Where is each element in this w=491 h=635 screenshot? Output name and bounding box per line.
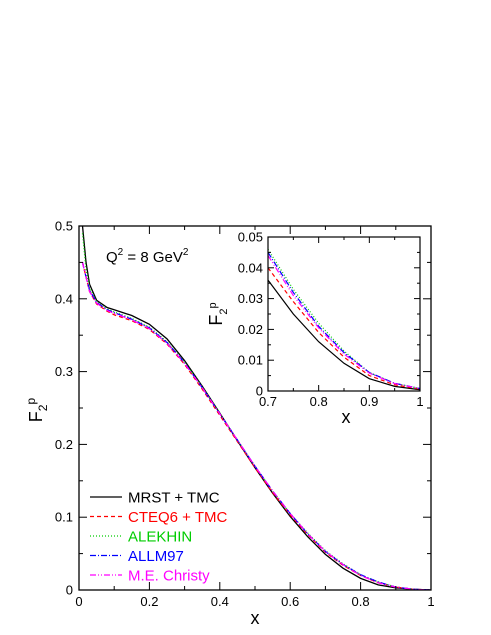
svg-text:F2p: F2p xyxy=(24,398,50,423)
main-x-tick-label: 0.6 xyxy=(281,594,299,609)
main-series-4-line xyxy=(81,262,431,590)
main-x-axis-label: x xyxy=(251,608,260,628)
main-x-tick-label: 0 xyxy=(75,594,82,609)
main-y-tick-label: 0 xyxy=(66,583,73,598)
main-y-tick-label: 0.5 xyxy=(55,219,73,234)
inset-y-axis-label: F2p xyxy=(206,302,230,325)
main-y-axis-label: F2p xyxy=(24,398,50,423)
main-x-tick-label: 0.8 xyxy=(352,594,370,609)
inset-y-tick-label: 0.01 xyxy=(238,353,263,368)
q2-annotation: Q2 = 8 GeV2 xyxy=(106,247,189,266)
inset-x-tick-label: 1 xyxy=(416,394,423,409)
svg-text:F2p: F2p xyxy=(206,302,230,325)
inset-y-tick-label: 0 xyxy=(256,384,263,399)
main-x-tick-label: 1 xyxy=(427,594,434,609)
inset-y-tick-label: 0.03 xyxy=(238,291,263,306)
main-y-tick-label: 0.3 xyxy=(55,364,73,379)
main-x-tick-label: 0.2 xyxy=(140,594,158,609)
inset-series-1-line xyxy=(268,279,420,391)
inset-y-tick-label: 0.05 xyxy=(238,230,263,245)
main-plot: 0 0.2 0.4 0.6 0.8 1 0 0.1 0.2 0.3 0.4 0.5 Q2 = 8 Ge… xyxy=(24,219,435,629)
inset-x-axis-label: x xyxy=(342,407,351,427)
main-series-3-line xyxy=(81,233,431,590)
legend-label: MRST + TMC xyxy=(128,490,220,507)
inset-axis-ticks: 0.7 0.8 0.9 1 0 0.01 0.02 0.03 0.04 0.05 xyxy=(238,230,424,410)
legend: MRST + TMC CTEQ6 + TMC ALEKHIN ALLM97 M.E. C… xyxy=(90,490,227,585)
inset-y-tick-label: 0.02 xyxy=(238,322,263,337)
inset-y-tick-label: 0.04 xyxy=(238,260,263,275)
main-y-tick-label: 0.1 xyxy=(55,510,73,525)
main-y-tick-label: 0.4 xyxy=(55,291,73,306)
main-y-tick-label: 0.2 xyxy=(55,437,73,452)
inset-plot: 0.7 0.8 0.9 1 0 0.01 0.02 0.03 0.04 0.05 x F2p xyxy=(206,230,424,428)
inset-series-4-line xyxy=(268,252,420,390)
legend-label: ALLM97 xyxy=(128,548,184,565)
main-series-5-line xyxy=(81,262,431,590)
inset-x-tick-label: 0.8 xyxy=(310,394,328,409)
main-series-lines xyxy=(81,226,431,590)
legend-label: ALEKHIN xyxy=(128,529,192,546)
legend-label: M.E. Christy xyxy=(128,568,210,585)
inset-x-tick-label: 0.7 xyxy=(259,394,277,409)
inset-series-5-line xyxy=(268,255,420,390)
main-axis-ticks: 0 0.2 0.4 0.6 0.8 1 0 0.1 0.2 0.3 0.4 0.5 xyxy=(55,219,435,610)
inset-series-lines xyxy=(268,248,420,391)
inset-background xyxy=(268,237,420,391)
main-x-tick-label: 0.4 xyxy=(211,594,229,609)
legend-label: CTEQ6 + TMC xyxy=(128,509,227,526)
inset-x-tick-label: 0.9 xyxy=(360,394,378,409)
inset-series-2-line xyxy=(268,267,420,390)
